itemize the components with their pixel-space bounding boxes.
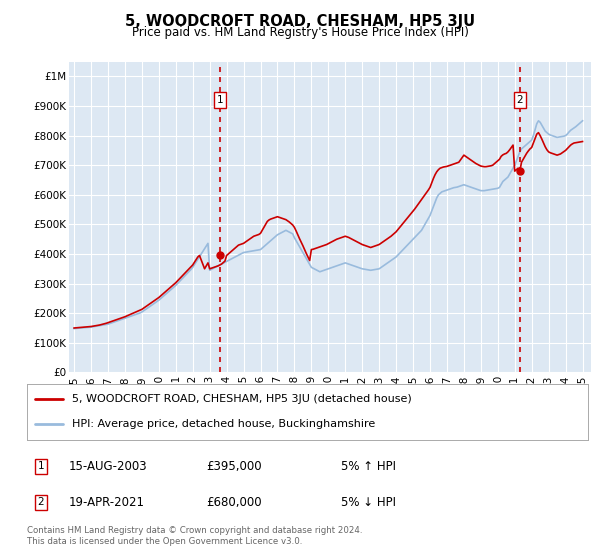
Text: 1: 1 bbox=[217, 95, 223, 105]
Text: £680,000: £680,000 bbox=[206, 496, 262, 509]
Text: Contains HM Land Registry data © Crown copyright and database right 2024.
This d: Contains HM Land Registry data © Crown c… bbox=[27, 526, 362, 546]
Text: 5% ↑ HPI: 5% ↑ HPI bbox=[341, 460, 396, 473]
Text: 19-APR-2021: 19-APR-2021 bbox=[69, 496, 145, 509]
Text: 2: 2 bbox=[517, 95, 523, 105]
Text: 5, WOODCROFT ROAD, CHESHAM, HP5 3JU: 5, WOODCROFT ROAD, CHESHAM, HP5 3JU bbox=[125, 14, 475, 29]
Text: 2: 2 bbox=[38, 497, 44, 507]
Text: 15-AUG-2003: 15-AUG-2003 bbox=[69, 460, 148, 473]
Text: 1: 1 bbox=[38, 461, 44, 472]
Text: HPI: Average price, detached house, Buckinghamshire: HPI: Average price, detached house, Buck… bbox=[72, 419, 375, 430]
Text: Price paid vs. HM Land Registry's House Price Index (HPI): Price paid vs. HM Land Registry's House … bbox=[131, 26, 469, 39]
Text: 5% ↓ HPI: 5% ↓ HPI bbox=[341, 496, 396, 509]
Text: £395,000: £395,000 bbox=[206, 460, 262, 473]
Text: 5, WOODCROFT ROAD, CHESHAM, HP5 3JU (detached house): 5, WOODCROFT ROAD, CHESHAM, HP5 3JU (det… bbox=[72, 394, 412, 404]
